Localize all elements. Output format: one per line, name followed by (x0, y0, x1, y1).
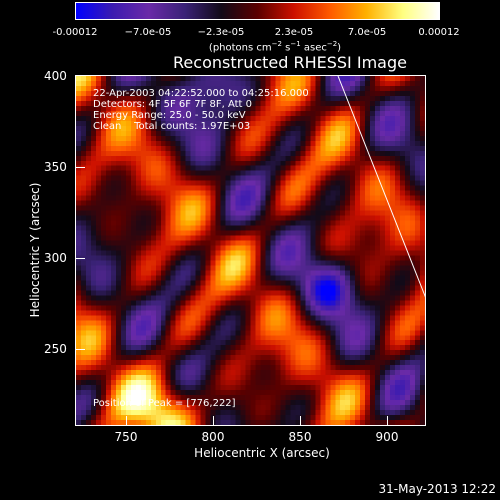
colorbar-tick: 0.00012 (418, 27, 460, 38)
y-tick-mark (76, 349, 85, 350)
colorbar-tick: 2.3e-05 (274, 27, 314, 38)
info-counts: Clean Total counts: 1.97E+03 (93, 121, 251, 132)
x-tick-mark (300, 416, 301, 425)
info-energy-range: Energy Range: 25.0 - 50.0 keV (93, 110, 246, 121)
colorbar-tick: −7.0e-05 (124, 27, 172, 38)
x-axis-label: Heliocentric X (arcsec) (194, 446, 330, 460)
y-tick-label: 300 (44, 251, 67, 265)
info-detectors: Detectors: 4F 5F 6F 7F 8F, Att 0 (93, 99, 253, 110)
x-tick-label: 900 (375, 430, 399, 444)
colorbar-units: (photons cm−2 s−1 asec−2) (208, 40, 342, 54)
y-tick-label: 250 (44, 342, 67, 356)
y-tick-mark (76, 167, 85, 168)
y-axis-label: Heliocentric Y (arcsec) (28, 182, 42, 318)
rhessi-image-plot: 22-Apr-2003 04:22:52.000 to 04:25:16.000… (75, 75, 426, 426)
x-tick-mark (387, 416, 388, 425)
x-tick-label: 750 (114, 430, 138, 444)
info-time-range: 22-Apr-2003 04:22:52.000 to 04:25:16.000 (93, 88, 309, 99)
y-tick-mark (76, 258, 85, 259)
solar-limb-line (337, 76, 425, 298)
x-tick-mark (126, 416, 127, 425)
y-tick-label: 400 (44, 69, 67, 83)
x-tick-mark (213, 416, 214, 425)
heatmap-image (76, 76, 425, 425)
colorbar-tick: 7.0e-05 (347, 27, 387, 38)
x-tick-label: 850 (288, 430, 312, 444)
colorbar-tick: -0.00012 (52, 27, 98, 38)
footer-date: 31-May-2013 12:22 (378, 482, 496, 496)
colorbar-tick: −2.3e-05 (197, 27, 245, 38)
x-tick-label: 800 (201, 430, 225, 444)
peak-position: Position of Peak = [776,222] (93, 398, 236, 409)
y-tick-label: 350 (44, 160, 67, 174)
colorbar (75, 2, 440, 20)
plot-title: Reconstructed RHESSI Image (173, 53, 407, 72)
